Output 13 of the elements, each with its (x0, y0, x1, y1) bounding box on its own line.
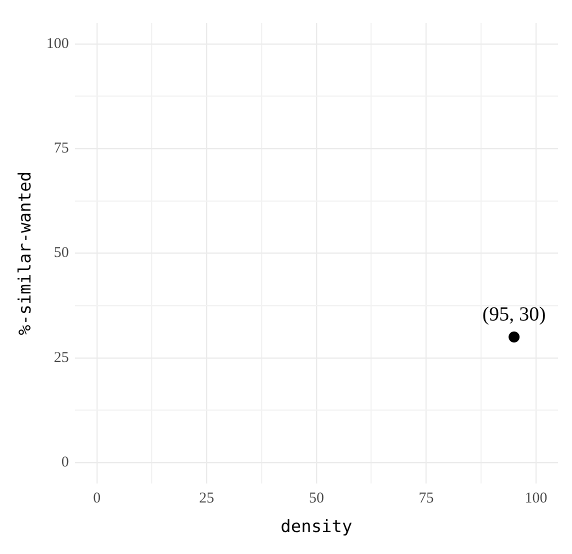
x-tick-label: 0 (93, 490, 101, 507)
x-tick-label: 75 (418, 490, 434, 507)
y-tick-label: 25 (54, 350, 69, 366)
y-tick-label: 0 (61, 454, 69, 471)
y-tick-label: 50 (54, 245, 69, 262)
y-tick-label: 75 (54, 140, 69, 157)
y-tick-label: 100 (46, 36, 69, 52)
x-tick-label: 50 (308, 490, 324, 507)
y-axis-title: %-similar-wanted (16, 171, 36, 336)
x-tick-label: 100 (524, 490, 548, 507)
x-tick-label: 25 (199, 490, 214, 507)
annotation: (95, 30) (482, 303, 546, 326)
x-axis-title: density (280, 517, 352, 538)
